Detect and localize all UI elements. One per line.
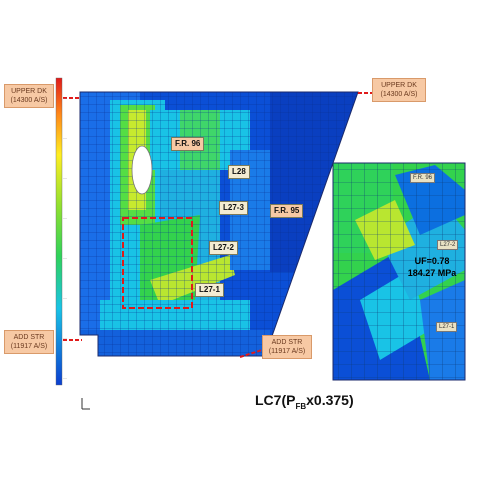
colorbar-tick: — bbox=[63, 215, 67, 220]
label-fr95: F.R. 95 bbox=[270, 204, 304, 218]
callout-line: (14300 A/S) bbox=[10, 97, 48, 104]
colorbar-tick: — bbox=[63, 295, 67, 300]
callout-upper-deck-right: UPPER DK (14300 A/S) bbox=[372, 78, 426, 102]
callout-line: UPPER DK bbox=[381, 82, 417, 89]
inset-zoom bbox=[333, 163, 465, 380]
colorbar-tick: — bbox=[63, 255, 67, 260]
colorbar-tick: — bbox=[63, 375, 67, 380]
colorbar-tick: — bbox=[63, 175, 67, 180]
stress-value: 184.27 MPa bbox=[407, 268, 457, 278]
title-subscript: FB bbox=[295, 401, 307, 411]
label-l27-3: L27-3 bbox=[219, 201, 248, 215]
detail-box bbox=[122, 217, 193, 309]
callout-line: ADD STR bbox=[13, 334, 45, 341]
inset-label-l27-2: L27-2 bbox=[437, 240, 459, 250]
callout-line: UPPER DK bbox=[11, 88, 47, 95]
colorbar-tick: — bbox=[63, 335, 67, 340]
load-case-title: LC7(PFBx0.375) bbox=[255, 392, 354, 411]
utilization-readout: UF=0.78 184.27 MPa bbox=[392, 255, 472, 279]
inset-label-l27-1: L27-1 bbox=[436, 322, 458, 332]
colorbar-tick: — bbox=[63, 135, 67, 140]
label-l28: L28 bbox=[228, 165, 250, 179]
callout-add-str-mid: ADD STR (11917 A/S) bbox=[262, 335, 312, 359]
callout-upper-deck-left: UPPER DK (14300 A/S) bbox=[4, 84, 54, 108]
colorbar-tick: — bbox=[63, 95, 67, 100]
callout-line: (14300 A/S) bbox=[380, 91, 418, 98]
label-fr96: F.R. 96 bbox=[171, 137, 205, 151]
label-l27-1: L27-1 bbox=[195, 283, 224, 297]
callout-add-str-left: ADD STR (11917 A/S) bbox=[4, 330, 54, 354]
title-suffix: x0.375) bbox=[306, 392, 354, 408]
callout-line: (11917 A/S) bbox=[10, 343, 48, 350]
uf-value: UF=0.78 bbox=[414, 256, 450, 266]
title-prefix: LC7(P bbox=[255, 392, 296, 408]
inset-label-fr96: F.R. 96 bbox=[410, 173, 436, 183]
callout-line: ADD STR bbox=[271, 339, 303, 346]
label-l27-2: L27-2 bbox=[209, 241, 238, 255]
callout-line: (11917 A/S) bbox=[268, 348, 306, 355]
opening-hole bbox=[131, 145, 153, 195]
colorbar bbox=[56, 78, 62, 385]
